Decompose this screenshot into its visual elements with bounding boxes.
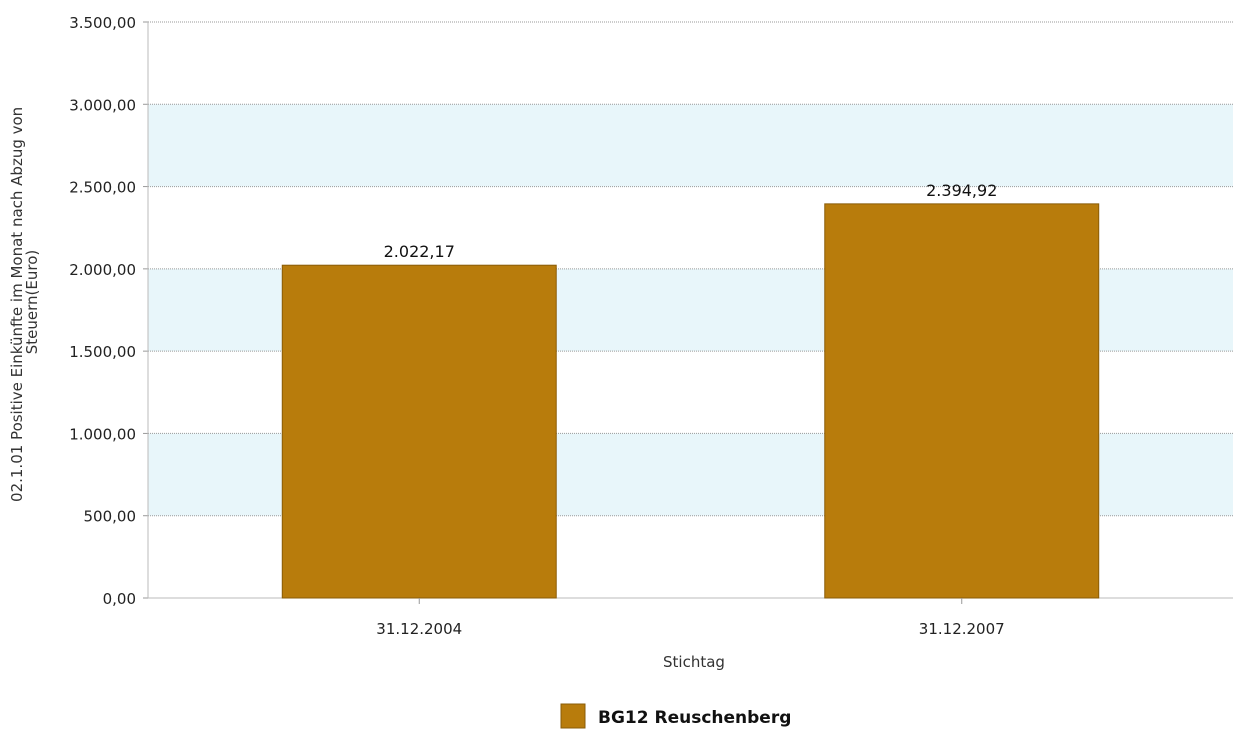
y-tick-label: 1.500,00	[69, 343, 136, 361]
y-tick-label: 2.500,00	[69, 179, 136, 197]
y-tick-label: 2.000,00	[69, 261, 136, 279]
y-tick-label: 3.000,00	[69, 96, 136, 114]
y-tick-label: 0,00	[103, 590, 136, 608]
data-label: 2.022,17	[384, 242, 455, 261]
y-tick-labels: 0,00 500,00 1.000,00 1.500,00 2.000,00 2.500,…	[69, 14, 136, 608]
y-axis-title: 02.1.01 Positive Einkünfte im Monat nach…	[8, 102, 41, 502]
y-tick-label: 3.500,00	[69, 14, 136, 32]
legend-swatch	[560, 703, 586, 729]
y-axis-title-line-1: 02.1.01 Positive Einkünfte im Monat nach…	[8, 107, 26, 502]
x-axis-title: Stichtag	[663, 653, 725, 671]
y-axis-title-line-2: Steuern(Euro)	[23, 250, 41, 354]
y-tick-label: 500,00	[84, 508, 137, 526]
legend: BG12 Reuschenberg	[560, 703, 791, 729]
bar	[281, 264, 557, 599]
y-tick-label: 1.000,00	[69, 425, 136, 443]
legend-label: BG12 Reuschenberg	[598, 708, 791, 728]
background-band	[148, 104, 1233, 187]
data-labels: 2.022,17 2.394,92	[384, 181, 998, 261]
bars	[281, 203, 1100, 599]
x-tick-labels: 31.12.2004 31.12.2007	[376, 598, 1005, 638]
x-tick-label: 31.12.2004	[376, 620, 462, 638]
data-label: 2.394,92	[926, 181, 997, 200]
x-tick-label: 31.12.2007	[919, 620, 1005, 638]
bar	[824, 203, 1100, 599]
